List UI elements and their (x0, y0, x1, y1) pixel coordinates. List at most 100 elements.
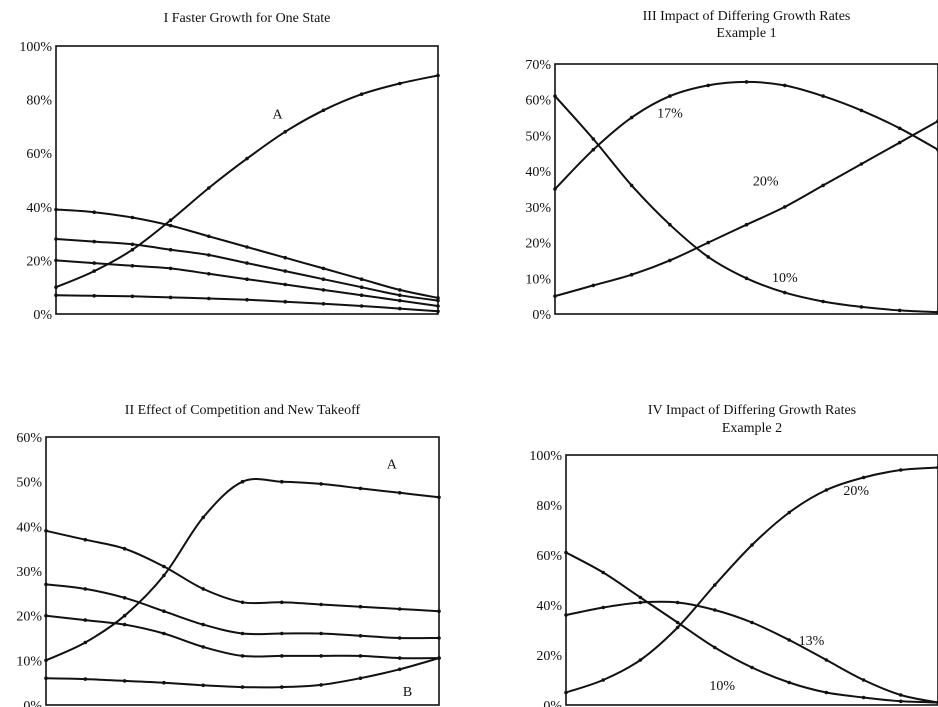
series-annotation: 13% (799, 634, 825, 649)
data-point (638, 600, 643, 605)
data-point (436, 296, 440, 300)
data-point (397, 491, 402, 495)
data-point (638, 658, 643, 662)
data-point (207, 253, 211, 257)
data-point (54, 207, 58, 212)
data-point (240, 631, 245, 636)
data-point (629, 115, 634, 120)
data-point (713, 608, 717, 612)
data-point (787, 510, 791, 515)
data-point (397, 636, 402, 640)
data-point (321, 288, 326, 292)
data-point (122, 613, 127, 618)
data-point (629, 272, 634, 277)
data-point (168, 295, 173, 300)
data-point (54, 237, 58, 241)
y-tick-label: 20% (26, 254, 52, 269)
y-tick-label: 40% (536, 599, 562, 614)
data-point (750, 665, 754, 670)
data-point (245, 298, 249, 302)
y-tick-label: 100% (19, 40, 52, 55)
data-point (675, 620, 680, 625)
data-point (240, 600, 245, 605)
data-point (744, 80, 749, 84)
y-tick-label: 40% (16, 520, 42, 535)
y-tick-label: 80% (26, 94, 52, 109)
y-tick-label: 0% (532, 308, 551, 323)
data-point (436, 73, 440, 78)
y-tick-label: 10% (16, 654, 42, 669)
data-point (601, 605, 605, 610)
data-point (321, 277, 326, 282)
data-point (750, 620, 754, 625)
data-point (319, 631, 323, 636)
data-point (861, 678, 866, 682)
data-point (358, 486, 363, 491)
data-point (201, 515, 205, 520)
data-point (245, 277, 249, 282)
data-point (824, 488, 829, 492)
chart-subtitle: Example 1 (716, 26, 776, 41)
y-tick-label: 0% (23, 699, 42, 707)
data-point (436, 298, 440, 303)
data-point (601, 570, 605, 575)
data-point (861, 475, 866, 480)
data-point (437, 609, 441, 613)
series-annotation: 10% (709, 679, 735, 694)
series-annotation: B (403, 685, 412, 700)
data-point (601, 678, 605, 682)
data-point (638, 595, 643, 600)
chart-subtitle: Example 2 (722, 421, 782, 436)
data-point (201, 683, 205, 688)
data-point (437, 656, 441, 660)
data-point (321, 266, 326, 271)
data-point (240, 479, 245, 484)
series-line-2 (45, 529, 440, 613)
data-point (44, 613, 48, 618)
series-annotation: A (272, 107, 283, 122)
data-point (280, 685, 284, 689)
data-point (321, 108, 326, 113)
data-point (821, 94, 825, 98)
data-point (44, 582, 48, 587)
data-point (245, 156, 249, 161)
data-point (130, 247, 135, 252)
data-point (283, 282, 288, 287)
data-point (319, 602, 323, 607)
series-line-1 (55, 74, 439, 289)
data-point (54, 285, 58, 290)
y-tick-label: 0% (543, 699, 562, 707)
data-point (358, 634, 363, 638)
data-point (240, 654, 245, 658)
data-point (207, 296, 211, 301)
data-point (398, 81, 402, 86)
y-tick-label: 10% (525, 272, 551, 287)
y-tick-label: 0% (33, 308, 52, 323)
data-point (436, 304, 440, 308)
data-point (201, 587, 205, 591)
chart-title: IV Impact of Differing Growth Rates (648, 403, 856, 418)
data-point (897, 308, 902, 313)
data-point (280, 479, 284, 484)
data-point (122, 596, 127, 600)
y-tick-label: 50% (16, 476, 42, 491)
data-point (122, 546, 127, 551)
data-point (122, 679, 127, 683)
y-tick-label: 20% (16, 610, 42, 625)
data-point (283, 269, 288, 273)
data-point (162, 680, 166, 685)
y-tick-label: 60% (16, 431, 42, 446)
data-point (821, 183, 825, 188)
data-point (398, 306, 402, 311)
data-point (897, 126, 902, 131)
series-annotation: 20% (753, 174, 779, 189)
data-point (787, 680, 791, 685)
data-point (168, 218, 173, 222)
data-point (668, 222, 672, 227)
series-annotation: A (387, 457, 398, 472)
chart-iii: III Impact of Differing Growth Rates Exam… (525, 9, 938, 323)
data-point (899, 699, 903, 704)
data-point (280, 631, 284, 636)
data-point (359, 293, 364, 298)
